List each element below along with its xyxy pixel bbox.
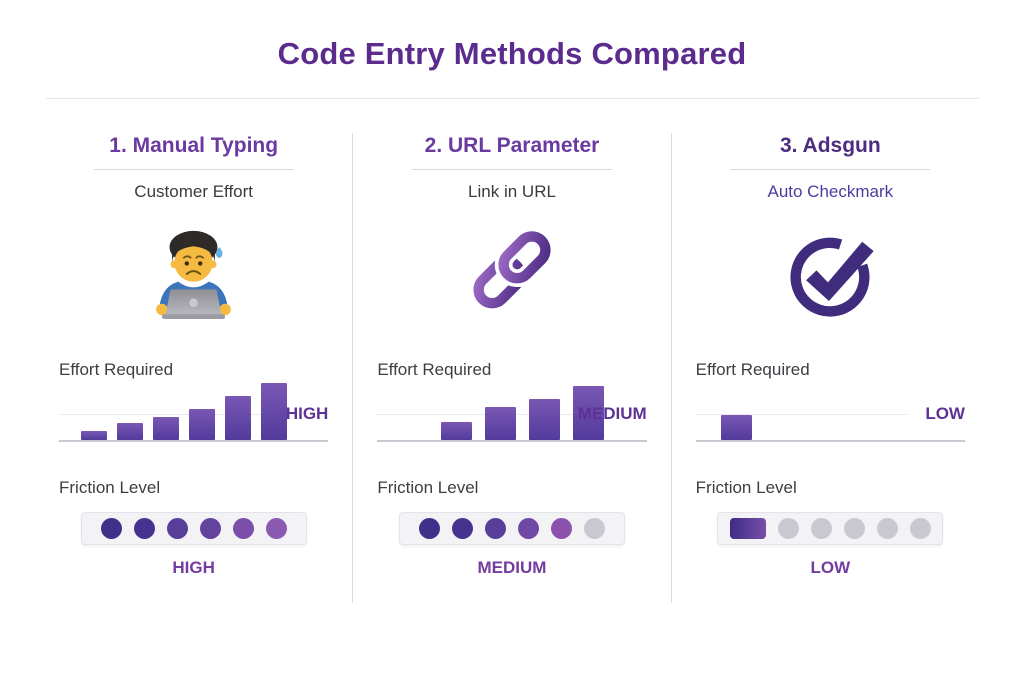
friction-level-value: HIGH — [172, 558, 215, 577]
effort-bar — [117, 423, 143, 440]
icon-area — [136, 218, 251, 334]
friction-dot-empty — [909, 518, 931, 539]
column-heading: 3. Adsgun — [779, 134, 881, 157]
effort-level-label: LOW — [925, 404, 965, 423]
effort-level-label: HIGH — [285, 404, 329, 423]
friction-dot-filled — [517, 518, 539, 539]
column-manual-typing: 1. Manual Typing Customer Effort — [35, 133, 352, 603]
chart-baseline — [59, 440, 329, 442]
effort-bar — [261, 383, 287, 440]
effort-required-label: Effort Required — [377, 360, 492, 379]
effort-bar — [189, 409, 215, 440]
column-subtitle: Customer Effort — [134, 182, 254, 201]
effort-bar-chart: HIGH — [59, 382, 329, 442]
column-heading: 2. URL Parameter — [424, 134, 600, 157]
effort-required-label: Effort Required — [695, 360, 810, 379]
page-title: Code Entry Methods Compared — [277, 36, 747, 71]
heading-underline — [93, 169, 294, 170]
column-subtitle: Auto Checkmark — [767, 182, 894, 201]
friction-dot-filled — [100, 518, 122, 539]
friction-level-label: Friction Level — [695, 478, 797, 497]
effort-bar-chart: LOW — [695, 382, 965, 442]
effort-bar — [153, 417, 179, 440]
column-divider — [352, 133, 354, 603]
friction-dot-empty — [810, 518, 832, 539]
effort-level-label: MEDIUM — [577, 404, 647, 423]
icon-area — [460, 218, 564, 334]
column-divider — [670, 133, 672, 603]
friction-dot-empty — [583, 518, 605, 539]
effort-bar — [529, 399, 561, 440]
friction-dot-filled — [550, 518, 572, 539]
chart-baseline — [695, 440, 965, 442]
check-circle-icon — [778, 222, 882, 331]
title-divider — [45, 98, 979, 99]
friction-dot-filled — [166, 518, 188, 539]
friction-dot-filled — [199, 518, 221, 539]
icon-area — [778, 218, 882, 334]
effort-bars — [720, 415, 752, 440]
friction-dot-filled — [418, 518, 440, 539]
friction-meter: MEDIUM — [398, 512, 625, 578]
effort-bar — [81, 431, 107, 440]
friction-dot-empty — [777, 518, 799, 539]
chart-gridline — [377, 414, 589, 415]
friction-meter: HIGH — [80, 512, 307, 578]
effort-bars — [441, 386, 605, 440]
person-at-laptop-icon — [136, 220, 251, 333]
column-subtitle: Link in URL — [468, 182, 556, 201]
friction-dot-filled — [232, 518, 254, 539]
effort-bar-chart: MEDIUM — [377, 382, 647, 442]
friction-dot-track — [398, 512, 625, 545]
column-adsgun: 3. Adsgun Auto Checkmark Effort Required… — [672, 133, 989, 603]
friction-dot-filled — [484, 518, 506, 539]
effort-bar — [225, 396, 251, 440]
friction-dot-track — [717, 512, 944, 545]
effort-bar — [573, 386, 605, 440]
friction-level-value: LOW — [810, 558, 851, 577]
friction-dot-track — [80, 512, 307, 545]
heading-underline — [730, 169, 931, 170]
effort-bar — [441, 422, 473, 440]
comparison-columns: 1. Manual Typing Customer Effort — [35, 133, 989, 603]
chart-gridline — [695, 414, 907, 415]
friction-pill-filled — [729, 518, 766, 539]
friction-dot-filled — [265, 518, 287, 539]
heading-underline — [411, 169, 612, 170]
friction-dot-filled — [451, 518, 473, 539]
effort-required-label: Effort Required — [59, 360, 174, 379]
friction-dot-filled — [133, 518, 155, 539]
friction-dot-empty — [876, 518, 898, 539]
friction-level-label: Friction Level — [377, 478, 479, 497]
friction-level-value: MEDIUM — [477, 558, 547, 577]
friction-meter: LOW — [717, 512, 944, 578]
friction-level-label: Friction Level — [59, 478, 161, 497]
chart-gridline — [59, 414, 271, 415]
effort-bar — [485, 407, 517, 440]
effort-bar — [720, 415, 752, 440]
column-heading: 1. Manual Typing — [109, 134, 279, 157]
chain-link-icon — [460, 222, 564, 331]
chart-baseline — [377, 440, 647, 442]
column-url-parameter: 2. URL Parameter Link in URL — [353, 133, 670, 603]
effort-bars — [81, 383, 287, 440]
friction-dot-empty — [843, 518, 865, 539]
